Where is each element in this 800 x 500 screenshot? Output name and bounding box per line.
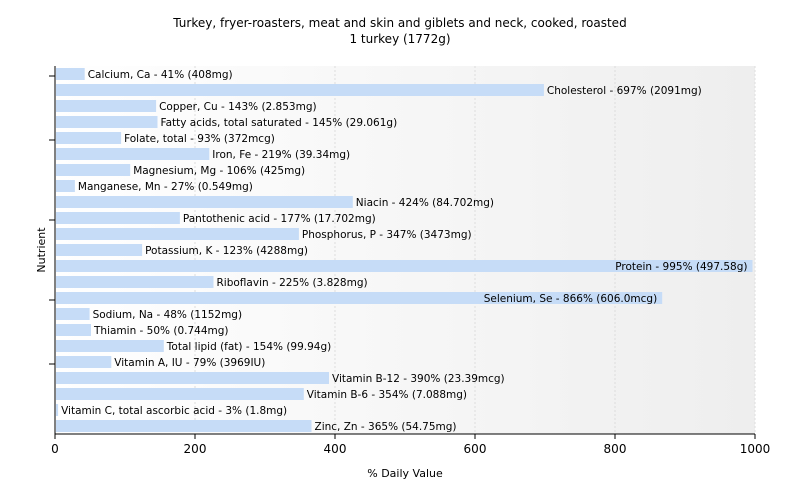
y-axis-label: Nutrient — [35, 227, 48, 273]
bar-label: Iron, Fe - 219% (39.34mg) — [212, 149, 350, 161]
bar — [56, 372, 329, 384]
bar — [56, 164, 131, 176]
bar — [56, 340, 164, 352]
x-tick-label: 0 — [51, 442, 59, 456]
x-tick-label: 600 — [464, 442, 487, 456]
bar-label: Folate, total - 93% (372mcg) — [124, 133, 275, 145]
bar-label: Vitamin B-12 - 390% (23.39mcg) — [332, 373, 505, 385]
bar — [56, 212, 180, 224]
bar — [56, 116, 158, 128]
grid — [194, 66, 756, 434]
bar — [56, 324, 91, 336]
bar-label: Zinc, Zn - 365% (54.75mg) — [315, 421, 457, 433]
axes: 0 200 400 600 800 1000 — [49, 66, 770, 456]
bar — [56, 260, 753, 272]
x-tick-label: 1000 — [740, 442, 771, 456]
bar-label: Total lipid (fat) - 154% (99.94g) — [166, 341, 331, 353]
bar — [56, 244, 143, 256]
chart-title: Turkey, fryer-roasters, meat and skin an… — [173, 16, 627, 30]
bar — [56, 308, 90, 320]
bar-label: Protein - 995% (497.58g) — [615, 261, 747, 273]
bar — [56, 356, 112, 368]
bar — [56, 228, 299, 240]
bar-label: Selenium, Se - 866% (606.0mcg) — [484, 293, 658, 305]
chart-subtitle: 1 turkey (1772g) — [349, 32, 451, 46]
bar — [56, 276, 214, 288]
bar — [56, 196, 353, 208]
bar-label: Sodium, Na - 48% (1152mg) — [93, 309, 242, 321]
bar — [56, 404, 59, 416]
x-tick-label: 200 — [184, 442, 207, 456]
bar-label: Manganese, Mn - 27% (0.549mg) — [78, 181, 253, 193]
x-tick-label: 800 — [604, 442, 627, 456]
bars: Calcium, Ca - 41% (408mg) Cholesterol - 6… — [56, 68, 753, 433]
bar-label: Copper, Cu - 143% (2.853mg) — [159, 101, 317, 113]
bar-label: Vitamin A, IU - 79% (3969IU) — [114, 357, 265, 369]
bar-label: Potassium, K - 123% (4288mg) — [145, 245, 308, 257]
bar — [56, 148, 210, 160]
bar-label: Thiamin - 50% (0.744mg) — [93, 325, 229, 337]
bar-label: Riboflavin - 225% (3.828mg) — [217, 277, 368, 289]
bar-label: Magnesium, Mg - 106% (425mg) — [133, 165, 305, 177]
bar-label: Cholesterol - 697% (2091mg) — [547, 85, 702, 97]
bar — [56, 68, 85, 80]
bar-label: Calcium, Ca - 41% (408mg) — [88, 69, 233, 81]
bar — [56, 420, 312, 432]
x-tick-label: 400 — [324, 442, 347, 456]
bar-label: Fatty acids, total saturated - 145% (29.… — [161, 117, 398, 129]
bar — [56, 100, 157, 112]
bar-label: Niacin - 424% (84.702mg) — [356, 197, 494, 209]
bar-label: Phosphorus, P - 347% (3473mg) — [302, 229, 472, 241]
bar-label: Pantothenic acid - 177% (17.702mg) — [183, 213, 376, 225]
bar — [56, 292, 663, 304]
bar — [56, 132, 122, 144]
bar-label: Vitamin C, total ascorbic acid - 3% (1.8… — [61, 405, 287, 417]
x-axis-label: % Daily Value — [367, 467, 443, 480]
bar — [56, 180, 75, 192]
bar — [56, 388, 304, 400]
bar — [56, 84, 544, 96]
bar-label: Vitamin B-6 - 354% (7.088mg) — [307, 389, 467, 401]
